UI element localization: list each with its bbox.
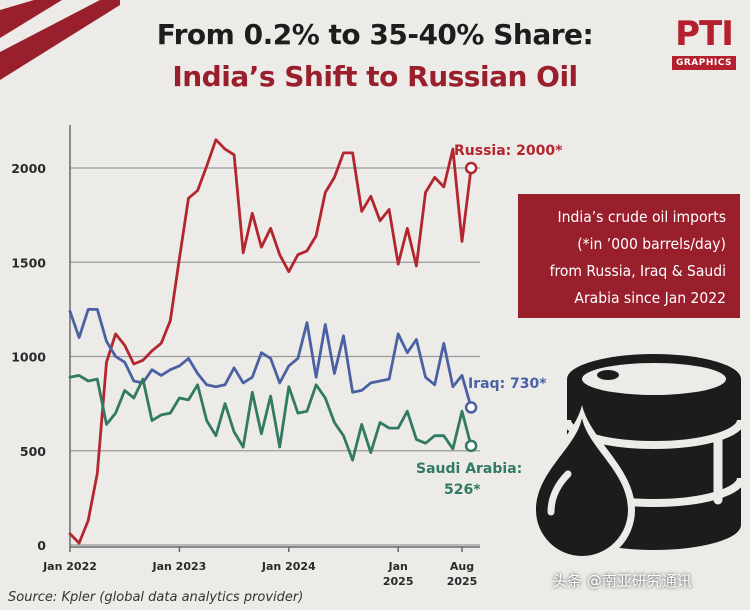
series-label-saudi-arabia-value: 526* [444,482,481,498]
data-source-note: Source: Kpler (global data analytics pro… [8,590,304,605]
x-tick-label: Aug [450,560,474,573]
logo-main-text: PTI [675,14,734,54]
logo-sub-text: GRAPHICS [672,56,736,70]
corner-stripes-decoration [0,0,120,80]
description-line: India’s crude oil imports [557,208,726,226]
x-tick-label: Jan 2023 [151,560,206,573]
y-tick-label: 1000 [11,350,46,365]
x-tick-label: 2025 [447,575,478,588]
y-tick-label: 500 [20,444,46,459]
y-tick-label: 2000 [11,161,46,176]
chart-description-box: India’s crude oil imports (*in ’000 barr… [518,194,740,318]
series-end-marker [464,161,478,175]
corner-stripe [0,0,62,38]
x-tick-label: 2025 [383,575,414,588]
series-line-saudi-arabia [68,373,473,462]
series-label-saudi-arabia: Saudi Arabia: [416,461,522,477]
series-line-iraq [68,307,473,409]
series-label-russia: Russia: 2000* [454,143,563,159]
watermark: 头条 @南亚研究通讯 [552,572,692,590]
description-line: Arabia since Jan 2022 [574,289,726,307]
series-end-marker [464,401,478,414]
chart-title-line-1: From 0.2% to 35-40% Share: [156,18,594,51]
series-line-russia [68,138,473,545]
pti-graphics-logo: PTI GRAPHICS [668,14,740,78]
corner-stripe [0,0,120,80]
y-tick-label: 1500 [11,255,46,270]
oil-drop-icon [527,405,635,564]
x-tick-label: Jan [388,560,408,573]
chart-title-line-2: India’s Shift to Russian Oil [172,60,578,93]
x-tick-label: Jan 2022 [42,560,97,573]
series-label-iraq: Iraq: 730* [468,376,547,392]
description-line: from Russia, Iraq & Saudi [549,262,726,280]
x-tick-label: Jan 2024 [261,560,316,573]
series-end-marker [464,439,478,453]
description-line: (*in ’000 barrels/day) [577,235,726,253]
y-tick-label: 0 [37,538,46,553]
